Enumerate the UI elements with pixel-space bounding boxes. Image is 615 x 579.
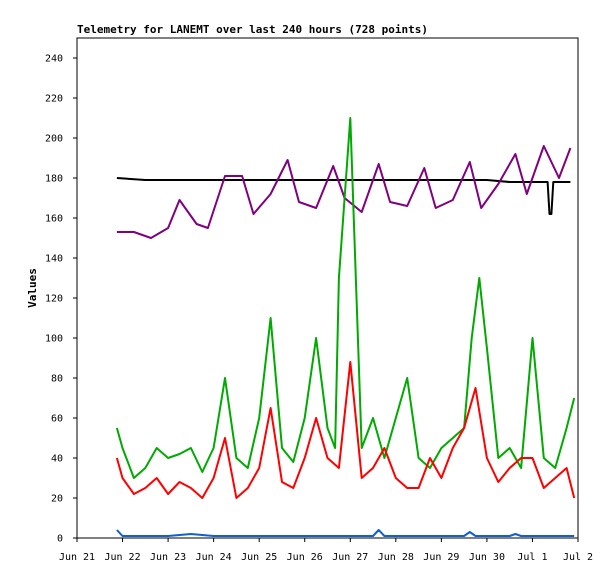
y-tick-label: 40 (51, 454, 63, 465)
y-tick-label: 140 (45, 254, 63, 265)
y-tick-label: 60 (51, 414, 63, 425)
y-tick-label: 180 (45, 174, 63, 185)
y-tick-label: 80 (51, 374, 63, 385)
x-tick-label: Jun 27 (332, 552, 368, 563)
x-tick-label: Jul 2 (563, 552, 593, 563)
y-tick-label: 220 (45, 94, 63, 105)
y-tick-label: 120 (45, 294, 63, 305)
y-axis-title: Values (26, 268, 39, 308)
x-tick-label: Jun 21 (59, 552, 95, 563)
chart-title: Telemetry for LANEMT over last 240 hours… (77, 23, 428, 36)
y-tick-label: 160 (45, 214, 63, 225)
y-axis-ticks: 0 20 40 60 80 100 120 140 160 180 200 220 240 (45, 54, 77, 545)
series-line-0 (116, 177, 571, 215)
y-tick-label: 240 (45, 54, 63, 65)
series-line-2 (115, 117, 576, 479)
x-axis-ticks: Jun 21 Jun 22 Jun 23 Jun 24 Jun 25 Jun 26 Jun … (59, 538, 593, 563)
x-tick-label: Jun 28 (378, 552, 414, 563)
x-tick-label: Jun 24 (196, 552, 232, 563)
y-tick-label: 200 (45, 134, 63, 145)
series-line-3 (115, 361, 576, 499)
series-line-4 (116, 529, 575, 537)
x-tick-label: Jun 22 (104, 552, 140, 563)
x-tick-label: Jun 29 (423, 552, 459, 563)
plot-area-frame (76, 37, 579, 539)
x-tick-label: Jun 30 (469, 552, 505, 563)
x-tick-label: Jun 25 (241, 552, 277, 563)
series-lines (115, 117, 576, 537)
x-tick-label: Jul 1 (517, 552, 547, 563)
y-tick-label: 20 (51, 494, 63, 505)
y-tick-label: 100 (45, 334, 63, 345)
y-tick-label: 0 (57, 534, 63, 545)
x-tick-label: Jun 23 (150, 552, 186, 563)
x-tick-label: Jun 26 (287, 552, 323, 563)
